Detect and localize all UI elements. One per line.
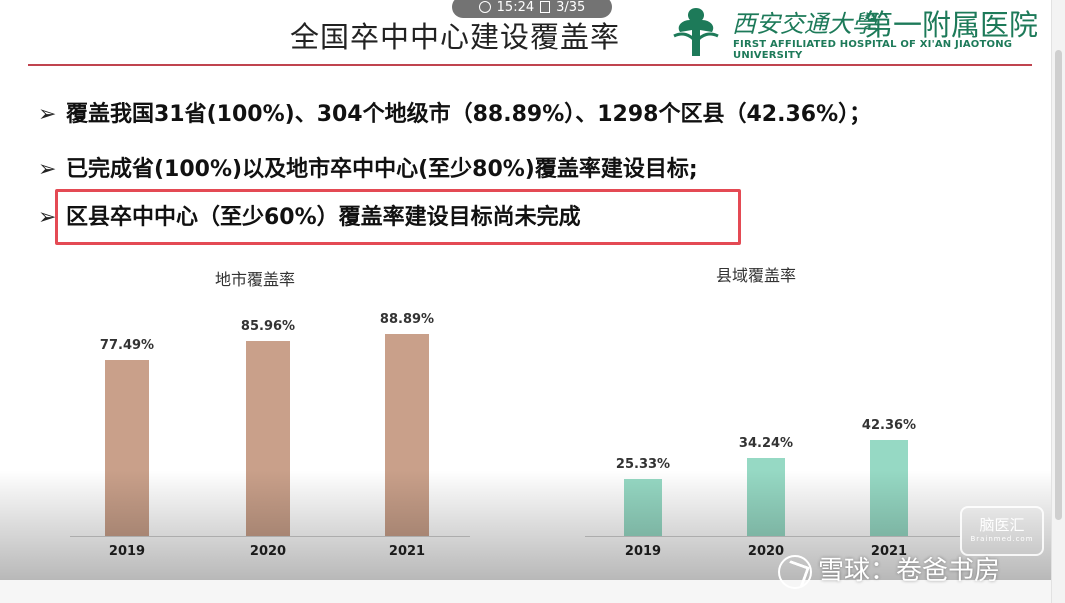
bar-2021	[385, 334, 429, 536]
clock-icon	[478, 1, 491, 13]
bar-2019	[105, 360, 149, 536]
bar-2021	[870, 439, 908, 536]
category-label-2020: 2020	[249, 544, 287, 559]
chart-baseline	[585, 536, 960, 537]
bar-2019	[624, 478, 662, 536]
data-label-2020: 34.24%	[738, 436, 794, 452]
xueqiu-logo-icon	[778, 554, 812, 589]
vertical-scrollbar[interactable]	[1051, 0, 1065, 603]
title-divider	[28, 64, 1032, 66]
xueqiu-watermark: 雪球：卷爸书房	[778, 550, 1000, 589]
status-indicator: 15:24 3/35	[452, 0, 612, 18]
status-time: 15:24	[496, 0, 535, 15]
page-icon	[540, 1, 551, 13]
bullet-arrow-icon: ➢	[38, 205, 57, 230]
bullet-text: 覆盖我国31省(100%)、304个地级市（88.89%）、1298个区县（42…	[66, 102, 872, 127]
data-label-2021: 88.89%	[379, 312, 435, 328]
bullet-text: 已完成省(100%)以及地市卒中中心(至少80%)覆盖率建设目标;	[66, 157, 698, 182]
bullet-coverage-summary: ➢ 覆盖我国31省(100%)、304个地级市（88.89%）、1298个区县（4…	[38, 96, 871, 128]
logo-calligraphy-text: 西安交通大學	[732, 10, 876, 38]
data-label-2020: 85.96%	[240, 318, 296, 334]
bar-2020	[246, 340, 290, 536]
bullet-arrow-icon: ➢	[38, 157, 57, 182]
chart-title: 地市覆盖率	[215, 270, 296, 289]
category-label-2019: 2019	[624, 544, 662, 559]
data-label-2019: 25.33%	[615, 456, 671, 472]
bullet-unfinished-goal: ➢ 区县卒中中心（至少60%）覆盖率建设目标尚未完成	[38, 199, 581, 231]
category-label-2021: 2021	[870, 544, 908, 559]
status-page: 3/35	[556, 0, 586, 15]
logo-hospital-name: 第一附属医院	[864, 8, 1039, 42]
chart-baseline	[70, 536, 470, 537]
category-label-2021: 2021	[388, 544, 426, 559]
scrollbar-thumb[interactable]	[1055, 50, 1062, 520]
slide-title: 全国卒中中心建设覆盖率	[289, 20, 620, 54]
logo-english-name: FIRST AFFILIATED HOSPITAL OF XI'AN JIAOT…	[733, 39, 1013, 61]
bullet-completed-goals: ➢ 已完成省(100%)以及地市卒中中心(至少80%)覆盖率建设目标;	[38, 151, 698, 183]
brainmed-watermark: 脑医汇 Brainmed.com	[960, 506, 1044, 556]
category-label-2020: 2020	[747, 544, 785, 559]
data-label-2019: 77.49%	[99, 338, 155, 354]
bar-2020	[747, 458, 785, 536]
chart-title: 县域覆盖率	[716, 266, 797, 285]
highlight-box	[55, 189, 741, 245]
data-label-2021: 42.36%	[861, 417, 917, 433]
bullet-text: 区县卒中中心（至少60%）覆盖率建设目标尚未完成	[66, 205, 581, 230]
category-label-2019: 2019	[108, 544, 146, 559]
bullet-arrow-icon: ➢	[38, 102, 57, 127]
hospital-logo-icon	[673, 8, 719, 56]
